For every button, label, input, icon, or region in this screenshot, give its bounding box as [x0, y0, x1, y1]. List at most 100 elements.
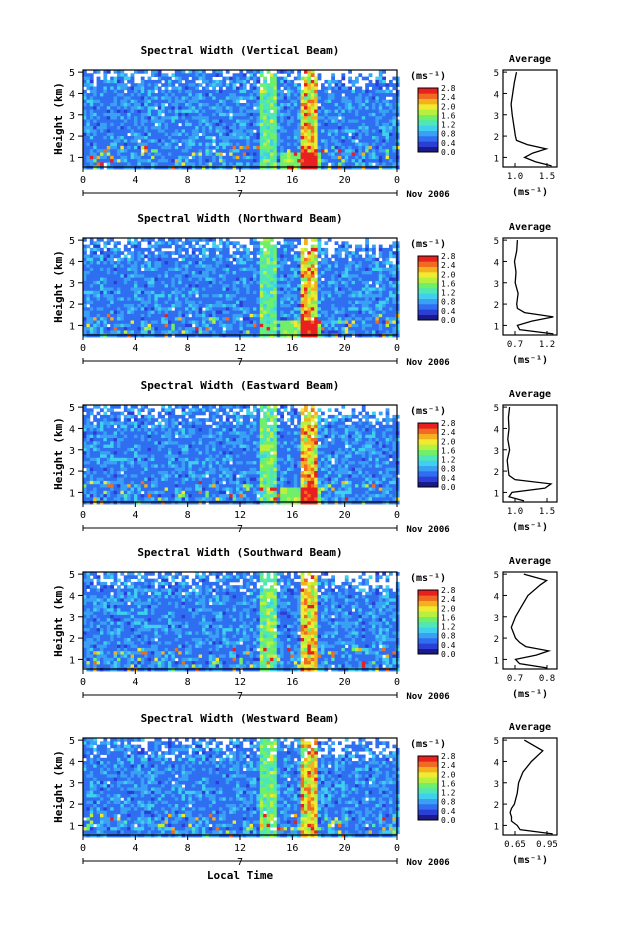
heatmap-cell: [348, 99, 352, 104]
heatmap-cell: [96, 310, 101, 315]
heatmap-cell: [375, 112, 380, 117]
heatmap-cell: [178, 162, 182, 167]
heatmap-cell: [144, 109, 148, 114]
heatmap-cell: [219, 238, 223, 242]
heatmap-cell: [253, 267, 257, 272]
heatmap-cell: [202, 323, 206, 328]
heatmap-cell: [168, 330, 172, 335]
heatmap-cell: [263, 261, 267, 265]
heatmap-cell: [195, 70, 199, 74]
heatmap-cell: [195, 287, 199, 292]
heatmap-cell: [164, 93, 169, 97]
heatmap-cell: [280, 76, 284, 81]
heatmap-cell: [144, 93, 148, 97]
heatmap-cell: [151, 109, 155, 114]
heatmap-cell: [344, 129, 349, 134]
heatmap-cell: [259, 254, 264, 259]
heatmap-cell: [168, 251, 172, 255]
heatmap-cell: [321, 136, 325, 140]
heatmap-cell: [96, 330, 101, 335]
heatmap-cell: [348, 261, 352, 265]
heatmap-cell: [212, 287, 216, 292]
heatmap-cell: [120, 323, 125, 328]
heatmap-cell: [348, 264, 352, 269]
heatmap-cell: [144, 297, 148, 302]
heatmap-cell: [331, 129, 335, 134]
heatmap-cell: [324, 139, 329, 143]
heatmap-cell: [171, 323, 176, 328]
heatmap-cell: [355, 277, 359, 282]
heatmap-cell: [171, 277, 176, 282]
heatmap-cell: [188, 145, 193, 150]
heatmap-cell: [348, 93, 352, 97]
heatmap-cell: [314, 257, 318, 262]
heatmap-cell: [181, 155, 186, 160]
heatmap-cell: [253, 159, 257, 163]
heatmap-cell: [123, 132, 128, 137]
heatmap-cell: [314, 287, 318, 292]
heatmap-cell: [355, 267, 359, 272]
heatmap-cell: [365, 284, 369, 288]
heatmap-cell: [157, 139, 162, 143]
heatmap-cell: [103, 159, 108, 163]
heatmap-cell: [174, 109, 179, 114]
heatmap-cell: [96, 142, 101, 147]
heatmap-cell: [174, 317, 179, 321]
heatmap-cell: [348, 287, 352, 292]
heatmap-cell: [270, 277, 274, 282]
heatmap-cell: [205, 159, 210, 163]
heatmap-cell: [239, 294, 244, 298]
heatmap-cell: [256, 70, 261, 74]
heatmap-cell: [259, 103, 264, 107]
heatmap-cell: [110, 330, 114, 335]
heatmap-cell: [344, 304, 349, 308]
heatmap-cell: [174, 142, 179, 147]
heatmap-cell: [256, 327, 261, 331]
heatmap-cell: [140, 162, 145, 167]
heatmap-cell: [110, 280, 114, 285]
heatmap-cell: [270, 297, 274, 302]
heatmap-cell: [120, 271, 125, 275]
heatmap-cell: [130, 139, 135, 143]
heatmap-cell: [181, 136, 186, 140]
heatmap-cell: [185, 96, 189, 101]
heatmap-cell: [280, 89, 284, 94]
heatmap-cell: [191, 162, 196, 167]
heatmap-cell: [191, 116, 196, 120]
heatmap-cell: [137, 280, 142, 285]
heatmap-cell: [263, 241, 267, 245]
heatmap-cell: [222, 287, 227, 292]
heatmap-cell: [113, 70, 118, 74]
heatmap-cell: [212, 264, 216, 269]
heatmap-cell: [195, 145, 199, 150]
heatmap-cell: [324, 126, 329, 130]
heatmap-cell: [130, 271, 135, 275]
heatmap-cell: [161, 142, 165, 147]
heatmap-cell: [130, 86, 135, 91]
heatmap-cell: [120, 251, 125, 255]
heatmap-cell: [140, 280, 145, 285]
heatmap-cell: [140, 320, 145, 325]
heatmap-cell: [307, 109, 312, 114]
heatmap-cell: [151, 284, 155, 288]
heatmap-cell: [113, 132, 118, 137]
heatmap-cell: [300, 274, 305, 278]
heatmap-cell: [219, 162, 223, 167]
heatmap-cell: [154, 116, 159, 120]
heatmap-cell: [103, 241, 108, 245]
heatmap-cell: [110, 86, 114, 91]
heatmap-cell: [137, 132, 142, 137]
heatmap-cell: [321, 96, 325, 101]
panel-title: Spectral Width (Vertical Beam): [141, 44, 340, 57]
heatmap-cell: [327, 284, 332, 288]
heatmap-cell: [242, 129, 247, 134]
heatmap-cell: [338, 79, 342, 84]
heatmap-cell: [110, 96, 114, 101]
heatmap-cell: [137, 294, 142, 298]
heatmap-cell: [219, 254, 223, 259]
panel-1: Spectral Width (Vertical Beam)12345Heigh…: [52, 44, 558, 200]
heatmap-cell: [331, 290, 335, 295]
heatmap-cell: [106, 313, 111, 318]
heatmap-cell: [263, 284, 267, 288]
heatmap-cell: [113, 304, 118, 308]
